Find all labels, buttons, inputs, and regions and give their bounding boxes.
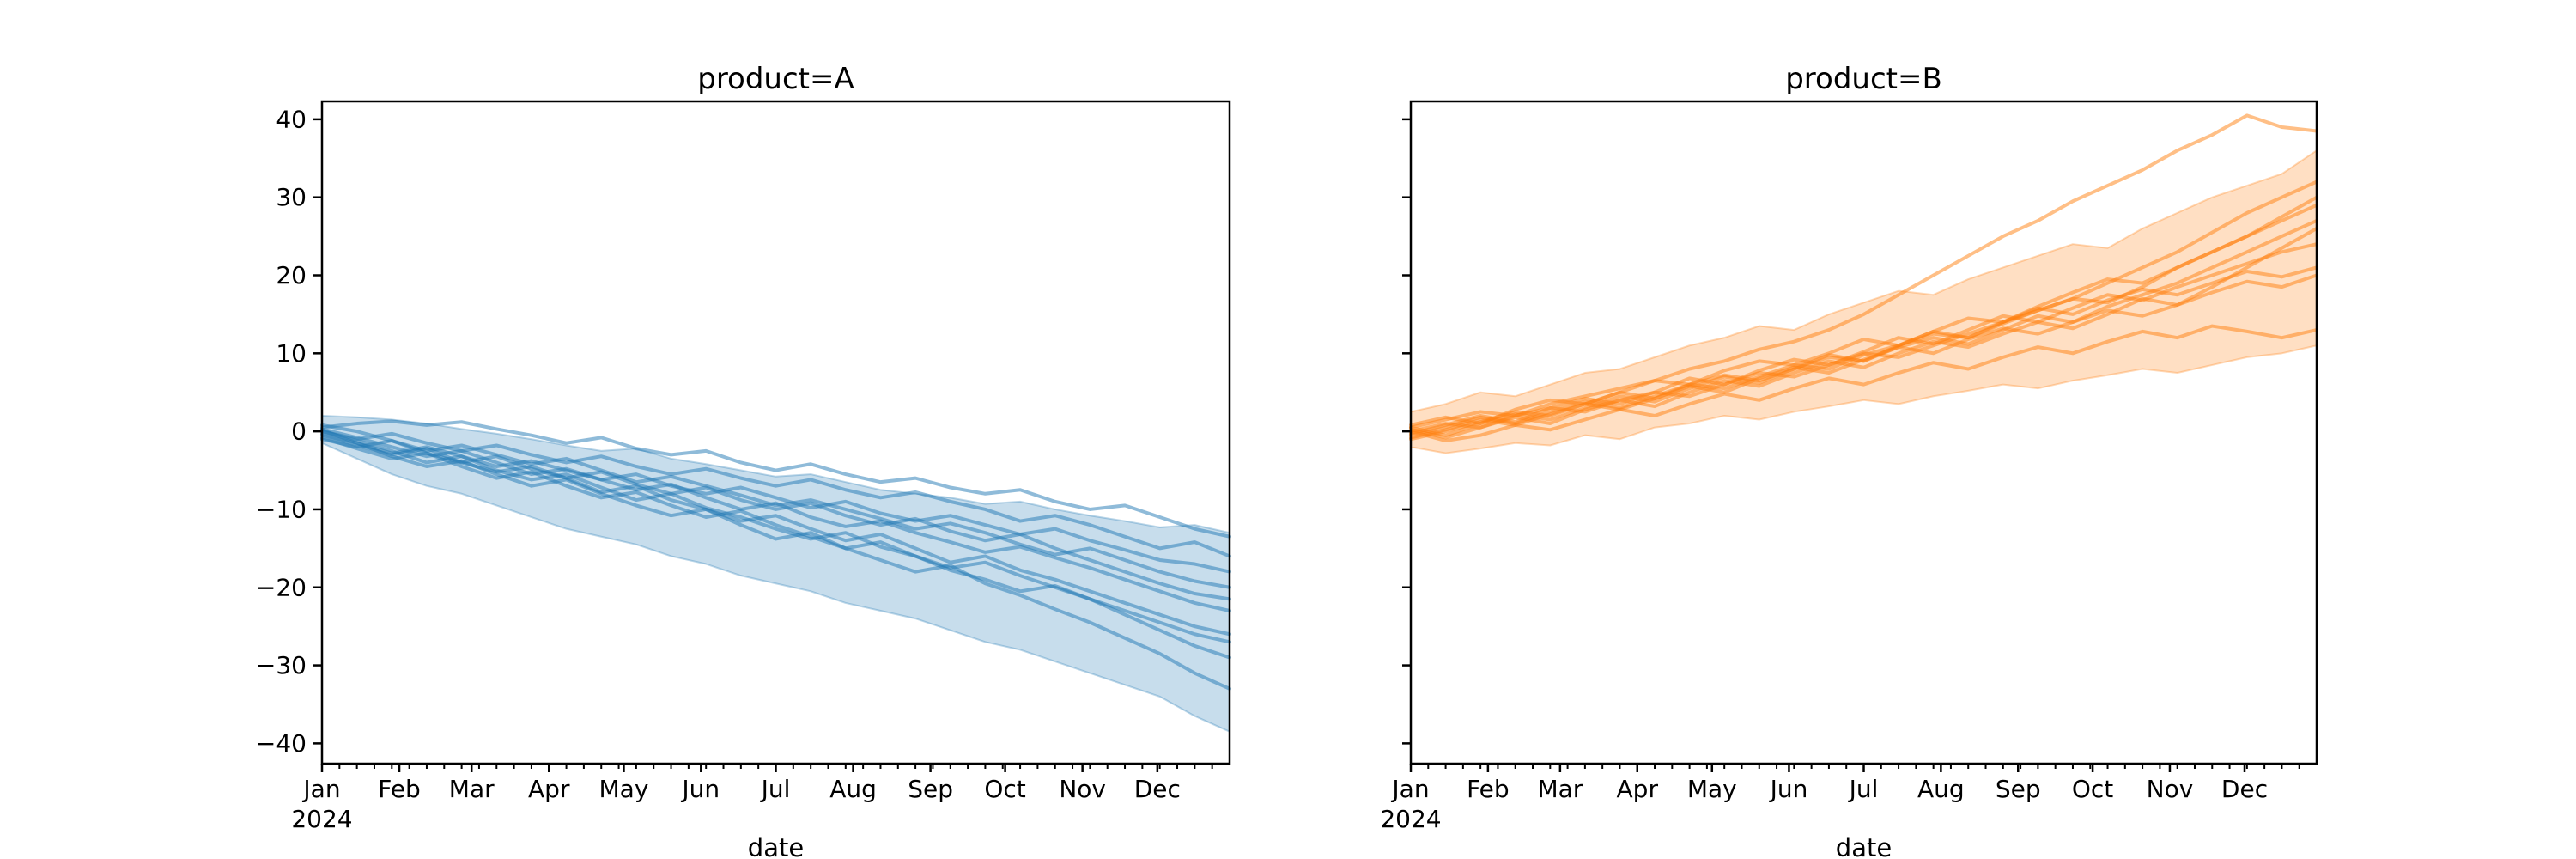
x-tick-label: Mar — [1537, 775, 1583, 803]
series-line-unit-10 — [1409, 324, 2318, 443]
x-tick-label: May — [1687, 775, 1737, 803]
series-line-unit-9 — [320, 436, 1231, 660]
x-tick-label: Feb — [1467, 775, 1510, 803]
series-line-unit-4 — [1409, 203, 2318, 427]
series-line-unit-4 — [320, 423, 1231, 589]
x-tick-label: Aug — [829, 775, 877, 803]
x-tick-year-label: 2024 — [1380, 805, 1441, 833]
x-axis-label: date — [748, 833, 804, 859]
y-tick-label: 20 — [276, 261, 307, 289]
x-tick-year-label: 2024 — [291, 805, 352, 833]
x-tick-label: Jan — [1390, 775, 1429, 803]
series-line-unit-9 — [1409, 273, 2318, 440]
x-tick-label: Nov — [1059, 775, 1106, 803]
y-tick-label: −30 — [256, 651, 307, 679]
x-axis-label: date — [1836, 833, 1892, 859]
x-tick-label: Feb — [378, 775, 421, 803]
series-line-unit-10 — [320, 428, 1231, 691]
x-tick-label: Mar — [449, 775, 495, 803]
panel-title: product=B — [1785, 62, 1942, 96]
x-tick-label: Oct — [2072, 775, 2113, 803]
y-tick-label: 0 — [291, 417, 307, 446]
series-line-unit-6 — [1409, 227, 2318, 440]
x-tick-label: Aug — [1917, 775, 1965, 803]
x-tick-label: Jan — [301, 775, 340, 803]
x-tick-label: Sep — [1996, 775, 2041, 803]
y-tick-label: −20 — [256, 573, 307, 601]
x-tick-label: Jul — [1848, 775, 1879, 803]
series-line-unit-1 — [320, 419, 1231, 539]
x-tick-label: Apr — [1617, 775, 1659, 803]
x-tick-label: Oct — [984, 775, 1025, 803]
panel-title: product=A — [697, 62, 854, 96]
x-tick-label: Jun — [1769, 775, 1808, 803]
x-tick-label: Dec — [1134, 775, 1181, 803]
x-tick-label: Nov — [2147, 775, 2194, 803]
x-tick-label: Apr — [528, 775, 570, 803]
y-tick-label: 40 — [276, 105, 307, 133]
y-tick-label: −40 — [256, 729, 307, 758]
series-line-unit-6 — [320, 427, 1231, 613]
y-tick-label: 30 — [276, 183, 307, 211]
y-tick-label: 10 — [276, 339, 307, 368]
x-tick-label: Jul — [760, 775, 791, 803]
x-tick-label: Dec — [2221, 775, 2268, 803]
x-tick-label: Sep — [908, 775, 953, 803]
x-tick-label: May — [599, 775, 649, 803]
x-tick-label: Jun — [680, 775, 720, 803]
y-tick-label: −10 — [256, 495, 307, 523]
